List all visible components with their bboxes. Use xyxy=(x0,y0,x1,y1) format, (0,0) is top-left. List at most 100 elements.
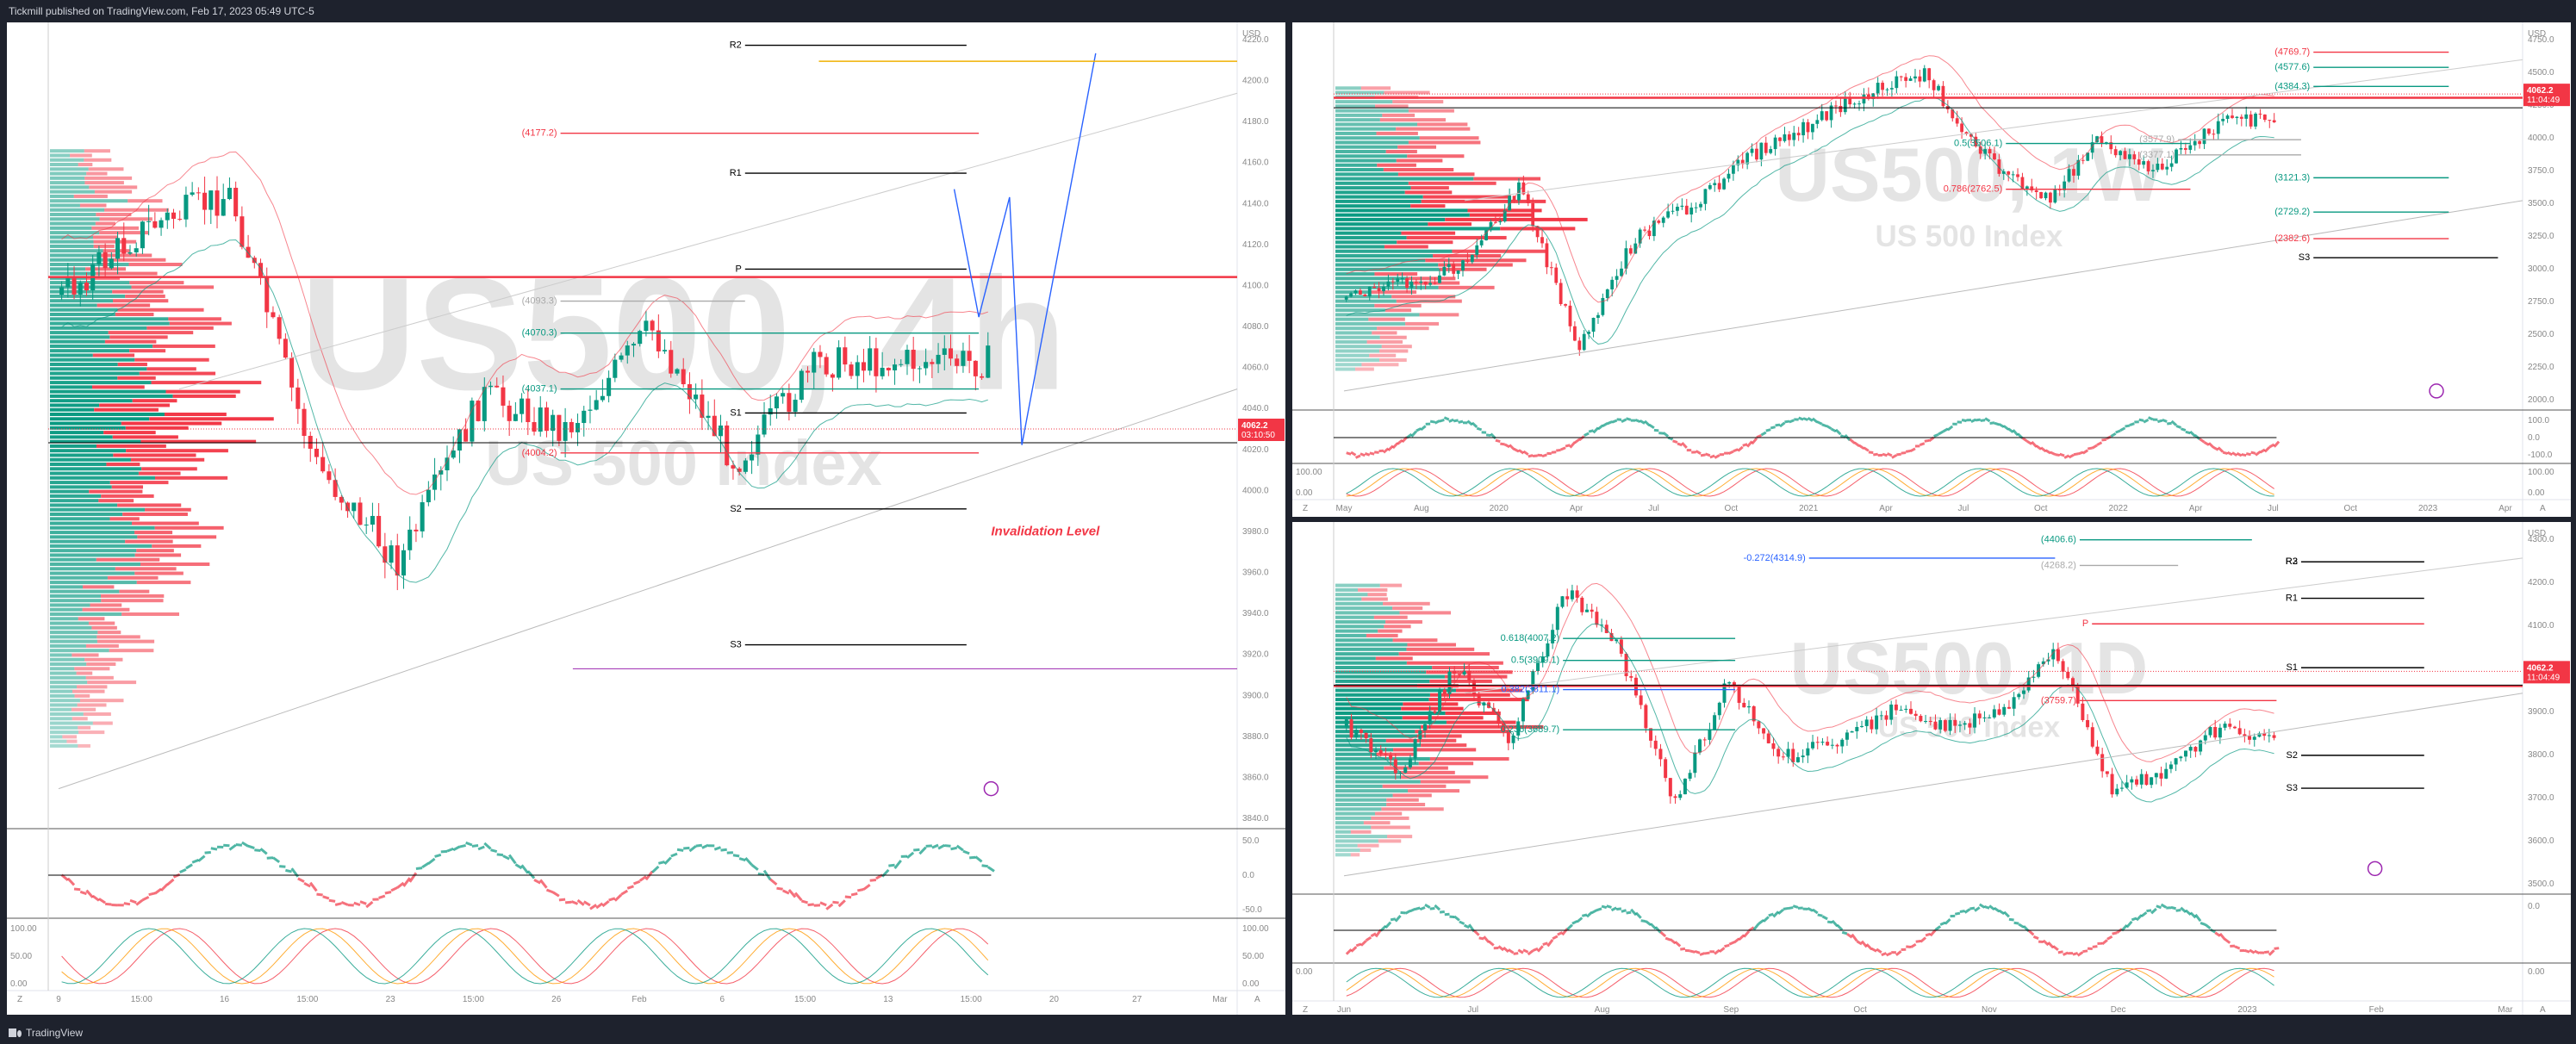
volume-profile-bar xyxy=(109,481,169,485)
level-label: 0.618(4007.2) xyxy=(1501,633,1560,643)
volume-profile-bar xyxy=(1335,208,1468,213)
volume-profile-bar xyxy=(1335,136,1420,140)
volume-profile-bar xyxy=(88,621,115,625)
volume-profile-bar xyxy=(50,689,73,693)
trend-line xyxy=(178,92,1238,390)
candle-body xyxy=(2100,136,2104,144)
economic-event-icon[interactable] xyxy=(2367,861,2383,877)
volume-profile-bar xyxy=(1335,204,1411,208)
candle-body xyxy=(1795,757,1800,762)
volume-profile-bar xyxy=(1335,145,1398,149)
volume-profile-bar xyxy=(1378,349,1409,353)
candle-body xyxy=(2231,115,2234,118)
volume-profile-bar xyxy=(1335,358,1380,363)
oscillator-segment xyxy=(974,855,983,863)
chart-panel-1w[interactable]: US500, 1W US 500 Index (4769.7) (4577.6) (43… xyxy=(1292,22,2571,517)
candle-body xyxy=(1968,723,1972,728)
candle-body xyxy=(2044,192,2048,199)
volume-profile-bar xyxy=(95,221,115,226)
volume-profile-bar xyxy=(50,444,96,448)
oscillator-segment xyxy=(2012,429,2019,437)
candle-body xyxy=(2150,777,2154,786)
oscillator-segment xyxy=(1674,941,1682,948)
candle-body xyxy=(880,367,885,376)
volume-profile-bar xyxy=(1335,743,1422,748)
volume-profile-bar xyxy=(1335,583,1380,587)
volume-profile-bar xyxy=(50,303,97,308)
candle-body xyxy=(1787,134,1791,140)
candle-body xyxy=(1595,612,1599,625)
volume-profile-bar xyxy=(79,203,107,208)
volume-profile-bar xyxy=(103,431,156,435)
oscillator-segment xyxy=(1906,945,1912,949)
candle-body xyxy=(1684,205,1689,214)
volume-profile-bar xyxy=(50,326,147,330)
price-tick-label: 3880.0 xyxy=(1242,732,1269,742)
candle-body xyxy=(1732,165,1735,174)
candle-body xyxy=(967,351,972,361)
candle-body xyxy=(1540,237,1544,244)
oscillator-segment xyxy=(613,893,623,902)
volume-profile-bar xyxy=(1415,730,1511,734)
oscillator-segment xyxy=(1807,416,1814,422)
level-label: (4070.3) xyxy=(522,328,557,339)
candle-body xyxy=(1801,121,1805,136)
candle-body xyxy=(1596,314,1600,318)
volume-profile-bar xyxy=(1398,652,1490,656)
candle-body xyxy=(1575,590,1579,598)
oscillator-segment xyxy=(757,873,765,876)
candle-body xyxy=(1776,749,1781,757)
oscillator-segment xyxy=(1970,418,1976,423)
candle-body xyxy=(196,192,201,194)
trend-line xyxy=(1464,557,2523,694)
oscillator-segment xyxy=(720,848,727,852)
economic-event-icon[interactable] xyxy=(983,780,999,797)
candle-body xyxy=(1922,68,1926,82)
oscillator-segment xyxy=(1817,913,1823,917)
oscillator-segment xyxy=(1518,449,1525,455)
volume-profile-bar xyxy=(1335,295,1392,299)
price-tick-label: 4020.0 xyxy=(1242,445,1269,455)
oscillator-segment xyxy=(1836,923,1844,931)
candle-body xyxy=(2110,774,2114,795)
oscillator-segment xyxy=(1984,417,1991,423)
economic-event-icon[interactable] xyxy=(2429,383,2444,399)
level-label: 0.5(3909.1) xyxy=(1511,656,1559,666)
volume-profile-bar xyxy=(50,221,96,226)
candle-body xyxy=(1470,254,1474,263)
chart-panel-1d[interactable]: US500, 1D US 500 Index (4406.6) -0.272(4314… xyxy=(1292,522,2571,1015)
volume-profile-bar xyxy=(1368,317,1405,321)
oscillator-segment xyxy=(2044,449,2051,455)
oscillator-segment xyxy=(191,859,199,864)
volume-profile-bar xyxy=(1335,661,1407,665)
oscillator-segment xyxy=(1424,904,1431,909)
candle-body xyxy=(619,355,624,360)
candle-body xyxy=(1633,243,1638,254)
candle-body xyxy=(1964,132,1969,134)
oscillator-segment xyxy=(2055,453,2061,457)
volume-profile-bar xyxy=(84,158,112,162)
volume-profile-bar xyxy=(1432,666,1499,669)
volume-profile-bar xyxy=(1335,825,1372,830)
oscillator-segment xyxy=(2138,418,2144,422)
volume-profile-bar xyxy=(50,339,105,344)
candle-body xyxy=(1815,742,1820,743)
candle-body xyxy=(1792,133,1796,140)
oscillator-segment xyxy=(1639,419,1646,425)
volume-profile-bar xyxy=(1335,693,1430,697)
volume-profile-bar xyxy=(91,226,140,230)
oscillator-segment xyxy=(2032,935,2039,940)
volume-profile-bar xyxy=(1335,227,1501,231)
candle-body xyxy=(184,195,189,220)
chart-panel-4h[interactable]: US500, 4h US 500 Index R2 R1 P S1 S2 S3 (4177.2)… xyxy=(7,22,1285,1015)
oscillator-segment xyxy=(1831,919,1839,928)
volume-profile-bar xyxy=(50,717,72,721)
candle-body xyxy=(389,545,394,563)
volume-profile-bar xyxy=(113,299,169,303)
candle-body xyxy=(1764,142,1768,153)
oscillator-segment xyxy=(1429,419,1435,424)
candle-body xyxy=(457,429,462,451)
